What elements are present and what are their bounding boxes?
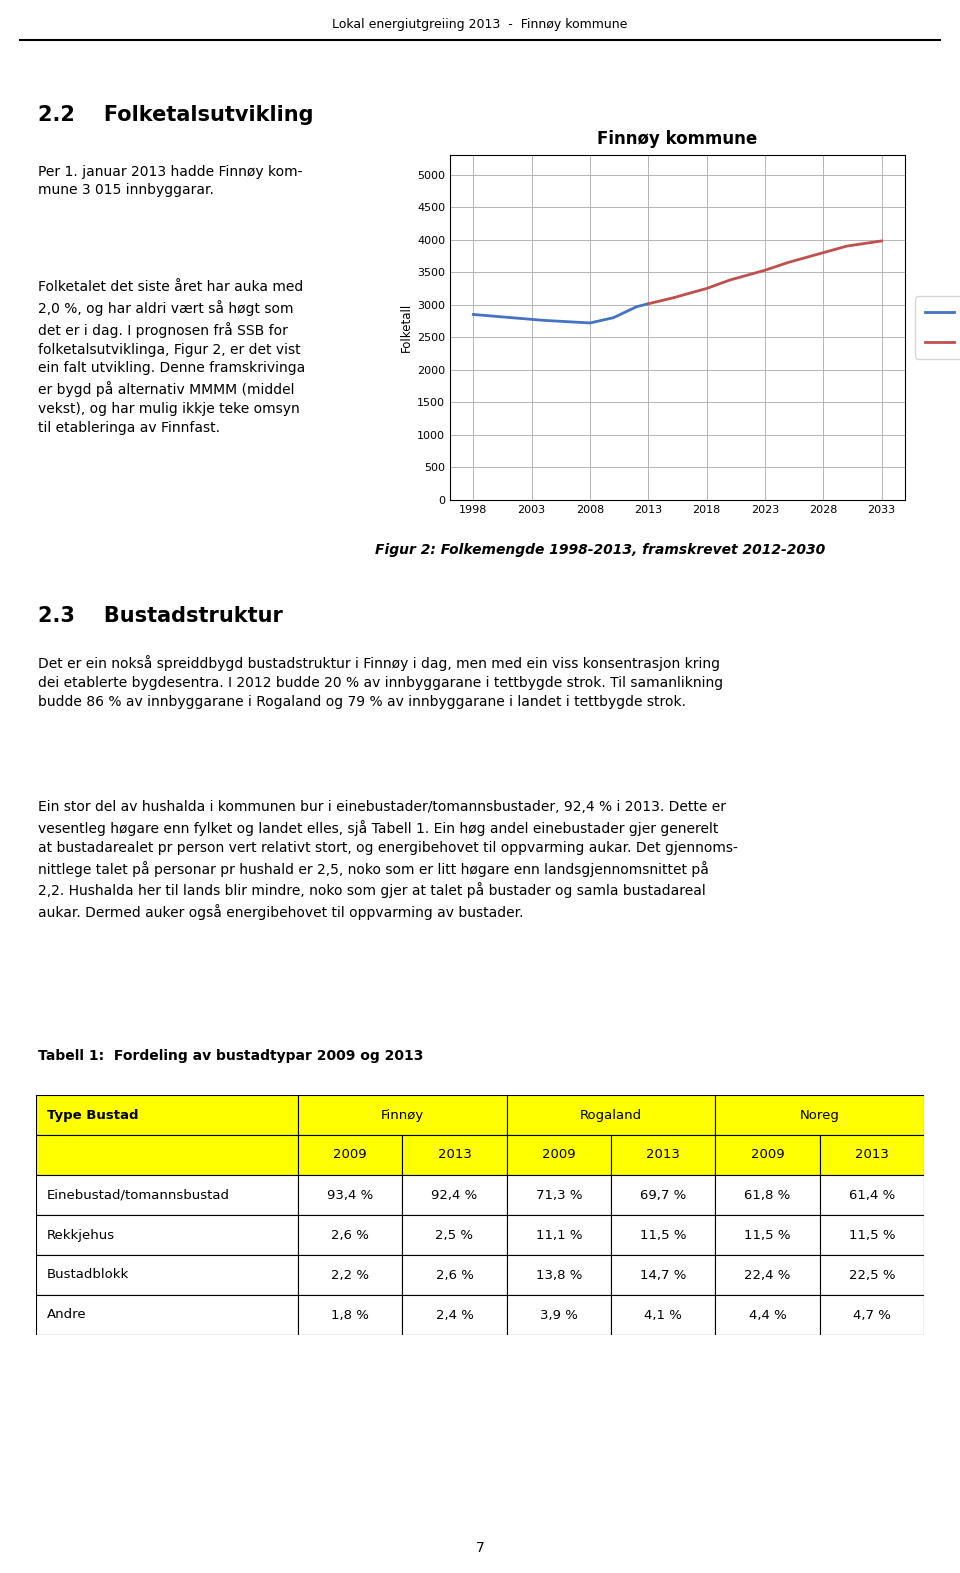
Text: 14,7 %: 14,7 % <box>640 1268 686 1282</box>
Text: 2009: 2009 <box>333 1148 367 1161</box>
Bar <box>715 1255 820 1295</box>
Text: 11,1 %: 11,1 % <box>536 1229 582 1241</box>
Text: 71,3 %: 71,3 % <box>536 1189 582 1202</box>
Text: Andre: Andre <box>47 1309 86 1321</box>
Bar <box>36 1255 298 1295</box>
Bar <box>36 1175 298 1214</box>
Text: Figur 2: Folkemengde 1998-2013, framskrevet 2012-2030: Figur 2: Folkemengde 1998-2013, framskre… <box>374 543 826 557</box>
Text: 1,8 %: 1,8 % <box>331 1309 369 1321</box>
Text: 2,6 %: 2,6 % <box>331 1229 369 1241</box>
Bar <box>507 1255 611 1295</box>
Text: Per 1. januar 2013 hadde Finnøy kom-
mune 3 015 innbyggarar.: Per 1. januar 2013 hadde Finnøy kom- mun… <box>38 165 303 197</box>
Text: 4,7 %: 4,7 % <box>852 1309 891 1321</box>
Text: 2.2    Folketalsutvikling: 2.2 Folketalsutvikling <box>38 105 314 124</box>
Text: 3,9 %: 3,9 % <box>540 1309 578 1321</box>
Bar <box>507 1136 611 1175</box>
Text: 92,4 %: 92,4 % <box>431 1189 477 1202</box>
Text: 2013: 2013 <box>438 1148 471 1161</box>
Bar <box>820 1214 924 1255</box>
Bar <box>402 1175 507 1214</box>
Bar <box>820 1175 924 1214</box>
Text: 2,5 %: 2,5 % <box>436 1229 473 1241</box>
Bar <box>36 1295 298 1335</box>
Bar <box>298 1295 402 1335</box>
Text: 4,4 %: 4,4 % <box>749 1309 786 1321</box>
Bar <box>36 1095 298 1136</box>
Bar <box>507 1295 611 1335</box>
Bar <box>715 1295 820 1335</box>
Text: 2,4 %: 2,4 % <box>436 1309 473 1321</box>
Bar <box>402 1255 507 1295</box>
Text: Ein stor del av hushalda i kommunen bur i einebustader/tomannsbustader, 92,4 % i: Ein stor del av hushalda i kommunen bur … <box>38 801 738 920</box>
Text: 7: 7 <box>475 1540 485 1554</box>
Bar <box>36 1214 298 1255</box>
Bar <box>507 1214 611 1255</box>
Bar <box>611 1136 715 1175</box>
Text: 22,5 %: 22,5 % <box>849 1268 895 1282</box>
Bar <box>820 1136 924 1175</box>
Legend: Historisk, Prognose: Historisk, Prognose <box>916 296 960 359</box>
Bar <box>611 1255 715 1295</box>
Bar <box>402 1136 507 1175</box>
Bar <box>36 1136 298 1175</box>
Text: 2,2 %: 2,2 % <box>331 1268 370 1282</box>
Bar <box>507 1175 611 1214</box>
Text: 2009: 2009 <box>542 1148 576 1161</box>
Bar <box>402 1214 507 1255</box>
Text: Lokal energiutgreiing 2013  -  Finnøy kommune: Lokal energiutgreiing 2013 - Finnøy komm… <box>332 17 628 31</box>
Text: Bustadblokk: Bustadblokk <box>47 1268 129 1282</box>
Bar <box>611 1214 715 1255</box>
Text: 11,5 %: 11,5 % <box>744 1229 791 1241</box>
Bar <box>298 1255 402 1295</box>
Text: 93,4 %: 93,4 % <box>327 1189 373 1202</box>
Text: 2013: 2013 <box>855 1148 889 1161</box>
Bar <box>715 1095 924 1136</box>
Text: Det er ein nokså spreiddbygd bustadstruktur i Finnøy i dag, men med ein viss kon: Det er ein nokså spreiddbygd bustadstruk… <box>38 654 724 709</box>
Text: 61,8 %: 61,8 % <box>744 1189 791 1202</box>
Bar <box>298 1095 507 1136</box>
Text: 69,7 %: 69,7 % <box>640 1189 686 1202</box>
Bar <box>402 1295 507 1335</box>
Text: 22,4 %: 22,4 % <box>744 1268 791 1282</box>
Text: 2009: 2009 <box>751 1148 784 1161</box>
Text: Rogaland: Rogaland <box>580 1109 642 1122</box>
Text: 13,8 %: 13,8 % <box>536 1268 582 1282</box>
Y-axis label: Folketall: Folketall <box>400 304 413 352</box>
Bar <box>820 1255 924 1295</box>
Bar <box>715 1175 820 1214</box>
Text: Tabell 1:  Fordeling av bustadtypar 2009 og 2013: Tabell 1: Fordeling av bustadtypar 2009 … <box>38 1049 423 1063</box>
Bar <box>298 1136 402 1175</box>
Text: Type Bustad: Type Bustad <box>47 1109 138 1122</box>
Bar <box>298 1175 402 1214</box>
Text: Folketalet det siste året har auka med
2,0 %, og har aldri vært så høgt som
det : Folketalet det siste året har auka med 2… <box>38 280 305 436</box>
Text: Rekkjehus: Rekkjehus <box>47 1229 115 1241</box>
Bar <box>715 1214 820 1255</box>
Text: Noreg: Noreg <box>800 1109 840 1122</box>
Bar <box>611 1175 715 1214</box>
Bar <box>820 1295 924 1335</box>
Text: Finnøy: Finnøy <box>381 1109 424 1122</box>
Title: Finnøy kommune: Finnøy kommune <box>597 131 757 148</box>
Text: 4,1 %: 4,1 % <box>644 1309 683 1321</box>
Text: 11,5 %: 11,5 % <box>640 1229 686 1241</box>
Bar <box>507 1095 715 1136</box>
Text: 11,5 %: 11,5 % <box>849 1229 895 1241</box>
Text: 2,6 %: 2,6 % <box>436 1268 473 1282</box>
Bar <box>298 1214 402 1255</box>
Bar <box>611 1295 715 1335</box>
Text: 2.3    Bustadstruktur: 2.3 Bustadstruktur <box>38 606 283 626</box>
Text: 61,4 %: 61,4 % <box>849 1189 895 1202</box>
Bar <box>715 1136 820 1175</box>
Text: 2013: 2013 <box>646 1148 680 1161</box>
Text: Einebustad/tomannsbustad: Einebustad/tomannsbustad <box>47 1189 229 1202</box>
